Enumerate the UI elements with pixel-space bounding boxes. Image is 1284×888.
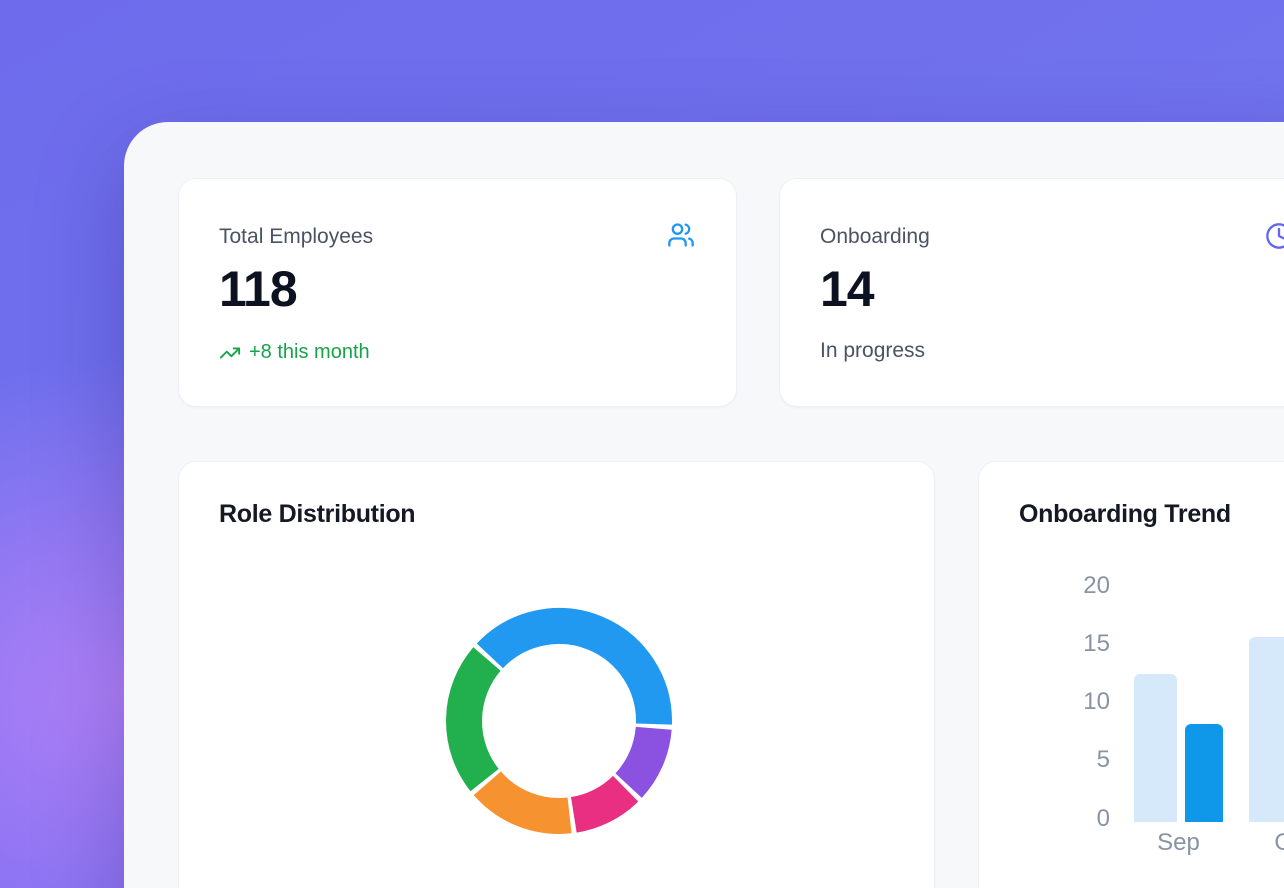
role-distribution-donut <box>446 608 672 834</box>
stat-delta: +8 this month <box>219 341 370 364</box>
users-icon <box>667 221 695 249</box>
bar-light-blue-sep <box>1134 674 1177 822</box>
stat-label: Total Employees <box>219 225 374 248</box>
trending-up-icon <box>219 342 241 364</box>
stat-delta-text: +8 this month <box>249 341 370 363</box>
chart-card-onboarding-trend: Onboarding Trend 0 5 10 15 20 Sep Oct <box>978 461 1284 888</box>
donut-segment-purple <box>614 726 672 798</box>
stat-card-onboarding: Onboarding 14 In progress <box>779 178 1284 407</box>
chart-card-role-distribution: Role Distribution <box>178 461 935 888</box>
dashboard-panel: Total Employees 118 +8 this month <box>124 122 1284 888</box>
donut-segment-blue <box>476 608 672 725</box>
donut-segment-pink <box>570 775 639 833</box>
stat-label: Onboarding <box>820 225 930 248</box>
donut-segment-green <box>446 647 502 792</box>
onboarding-trend-chart: 0 5 10 15 20 Sep Oct <box>979 462 1284 888</box>
y-axis-tick: 15 <box>1083 629 1110 657</box>
bar-dark-blue-sep <box>1185 724 1223 822</box>
chart-title: Role Distribution <box>219 500 416 528</box>
y-axis-tick: 20 <box>1083 571 1110 599</box>
stat-value: 118 <box>219 261 298 317</box>
y-axis-tick: 0 <box>1096 804 1110 832</box>
y-axis-tick: 10 <box>1083 688 1110 715</box>
x-axis-label: Sep <box>1157 829 1200 856</box>
donut-segment-orange <box>473 771 572 834</box>
clock-icon <box>1265 222 1284 250</box>
stat-sub: In progress <box>820 339 926 362</box>
stat-value: 14 <box>820 261 875 317</box>
y-axis-tick: 5 <box>1096 746 1110 774</box>
x-axis-label: Oct <box>1274 829 1284 856</box>
bar-light-blue-oct <box>1248 637 1284 822</box>
chart-title: Onboarding Trend <box>1019 500 1231 528</box>
stat-card-total-employees: Total Employees 118 +8 this month <box>178 178 737 407</box>
